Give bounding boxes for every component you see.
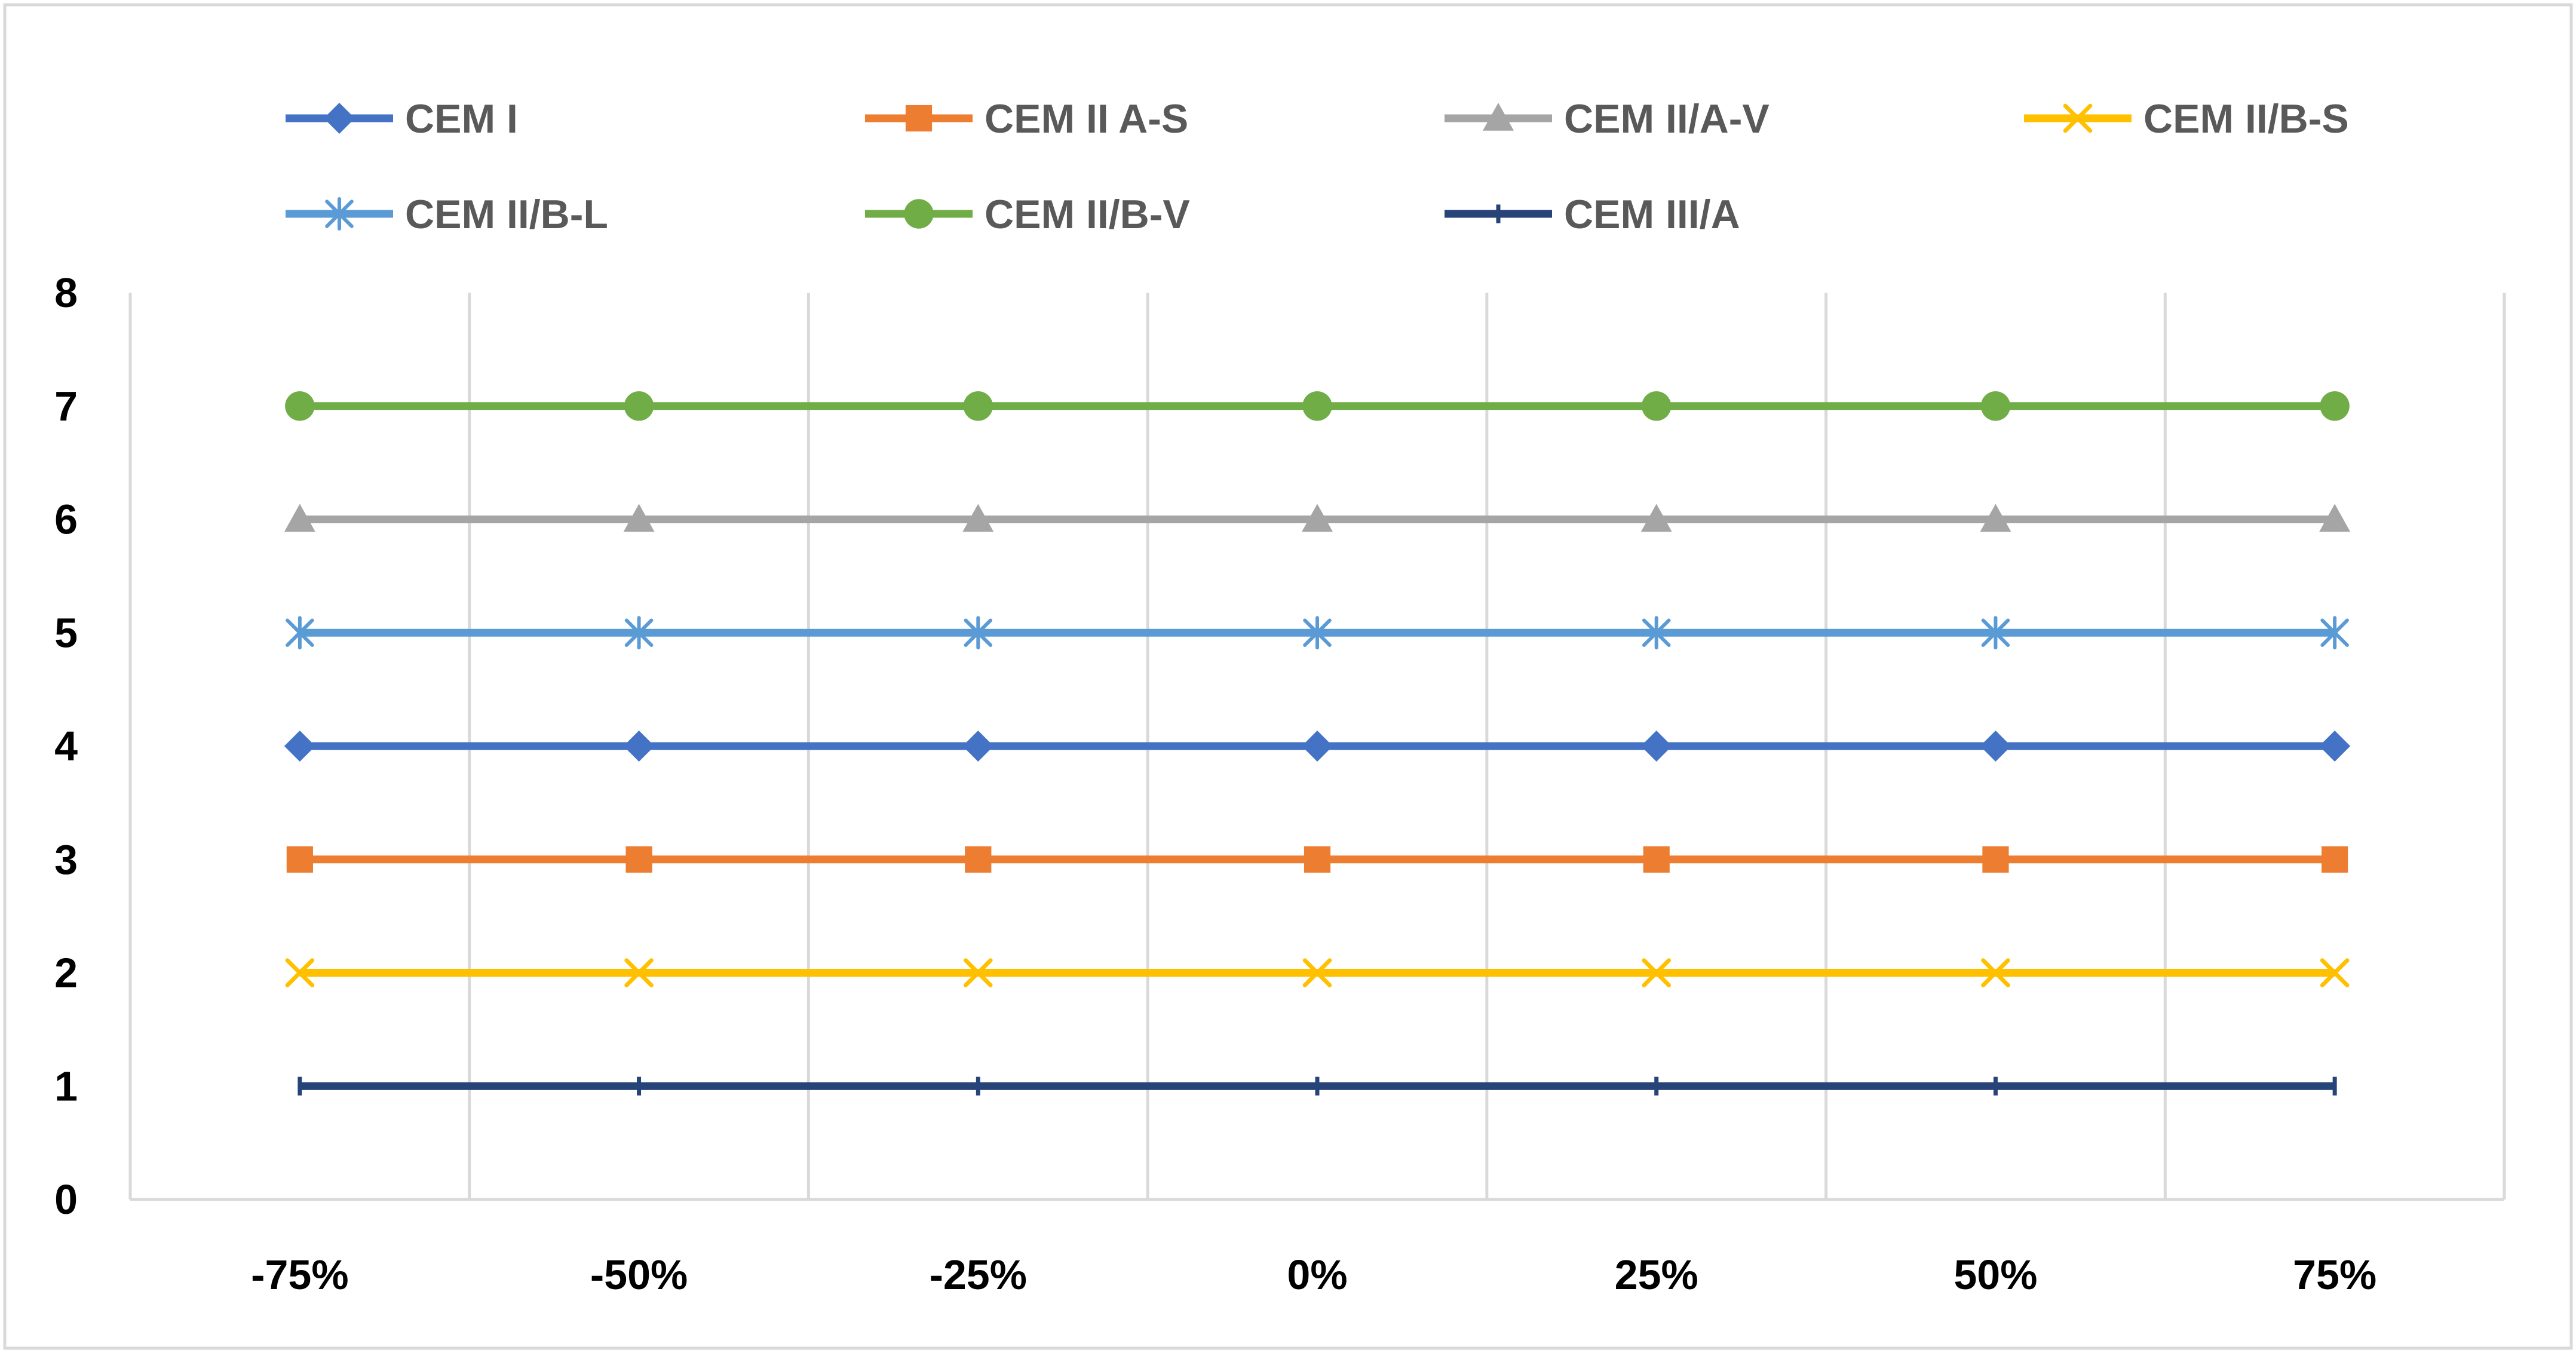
series-cem-ii-b-s [285, 958, 2350, 987]
chart-border [3, 3, 2573, 1350]
data-point [623, 504, 655, 532]
y-tick-label: 6 [54, 496, 78, 543]
x-tick-label: 75% [2293, 1251, 2376, 1298]
data-point [1981, 958, 2010, 987]
data-point [1302, 731, 1333, 762]
legend-item: CEM II A-S [865, 96, 1188, 142]
data-point [1642, 616, 1671, 650]
x-tick-label: -25% [930, 1251, 1027, 1298]
data-point [1640, 731, 1672, 762]
legend-marker-icon [905, 105, 933, 132]
data-point [285, 958, 315, 987]
data-point [2322, 846, 2348, 873]
x-tick-label: 0% [1287, 1251, 1347, 1298]
x-tick-label: 50% [1954, 1251, 2037, 1298]
data-point [2319, 504, 2351, 532]
y-tick-label: 2 [54, 950, 78, 996]
y-tick-label: 0 [54, 1176, 78, 1223]
legend-label: CEM II A-S [985, 96, 1188, 142]
x-tick-label: -75% [251, 1251, 348, 1298]
y-tick-label: 8 [54, 269, 78, 316]
data-point [1982, 846, 2009, 873]
data-point [1980, 731, 2011, 762]
data-point [623, 731, 655, 762]
data-point [1643, 846, 1670, 873]
x-tick-label: -50% [590, 1251, 688, 1298]
series-cem-iii-a [298, 1076, 2337, 1096]
legend-label: CEM II/A-V [1564, 96, 1770, 142]
data-point [962, 731, 994, 762]
legend-item: CEM II/B-S [2024, 96, 2349, 142]
data-point [962, 504, 994, 532]
legend-label: CEM I [405, 96, 518, 142]
series-cem-ii-a-s [286, 846, 2348, 873]
legend-marker-icon [2063, 103, 2093, 133]
legend-label: CEM II/B-L [405, 192, 608, 237]
legend-label: CEM III/A [1564, 192, 1740, 237]
legend-marker-icon [324, 103, 355, 134]
legend-label: CEM II/B-S [2143, 96, 2349, 142]
data-point [1642, 958, 1672, 987]
legend-item: CEM I [286, 96, 518, 142]
legend-item: CEM II/A-V [1445, 96, 1770, 142]
data-point [625, 846, 652, 873]
legend-item: CEM II/B-V [865, 192, 1190, 237]
legend-marker-icon [904, 199, 934, 229]
data-point [963, 958, 993, 987]
data-point [624, 391, 654, 421]
legend-marker-icon [325, 197, 354, 231]
series-layer [284, 391, 2351, 1096]
x-tick-label: 25% [1615, 1251, 1698, 1298]
y-tick-label: 4 [54, 723, 78, 769]
data-point [1642, 391, 1672, 421]
data-point [963, 391, 993, 421]
series-cem-ii-b-v [285, 391, 2350, 421]
data-point [1302, 504, 1333, 532]
y-tick-label: 7 [54, 383, 78, 429]
data-point [1302, 958, 1332, 987]
data-point [286, 846, 313, 873]
data-point [624, 958, 654, 987]
data-point [286, 616, 314, 650]
data-point [964, 616, 993, 650]
data-point [285, 391, 315, 421]
legend-item: CEM II/B-L [286, 192, 608, 237]
data-point [284, 504, 315, 532]
data-point [2319, 731, 2351, 762]
y-tick-label: 5 [54, 609, 78, 656]
data-point [624, 616, 654, 650]
y-tick-label: 1 [54, 1063, 78, 1109]
legend-marker-icon [1483, 103, 1514, 131]
data-point [284, 731, 315, 762]
series-cem-i [284, 731, 2351, 762]
series-cem-ii-a-v [284, 504, 2351, 532]
data-point [2320, 391, 2350, 421]
data-point [2320, 958, 2350, 987]
data-point [1302, 391, 1332, 421]
axis-layer: 0 1 2 3 4 5 6 7 8 -75% -50% -25% 0% 25% 50% 75% [54, 269, 2376, 1298]
data-point [1303, 616, 1332, 650]
data-point [1980, 391, 2011, 421]
series-cem-ii-b-l [286, 616, 2349, 650]
legend-item: CEM III/A [1445, 192, 1740, 237]
data-point [1304, 846, 1331, 873]
data-point [1981, 616, 2010, 650]
data-point [1640, 504, 1672, 532]
legend-label: CEM II/B-V [985, 192, 1190, 237]
legend: CEM I CEM II A-S CEM II/A-V CEM II/B-S CEM I… [286, 96, 2349, 237]
y-tick-label: 3 [54, 836, 78, 883]
data-point [965, 846, 992, 873]
data-point [2320, 616, 2349, 650]
data-point [1980, 504, 2011, 532]
